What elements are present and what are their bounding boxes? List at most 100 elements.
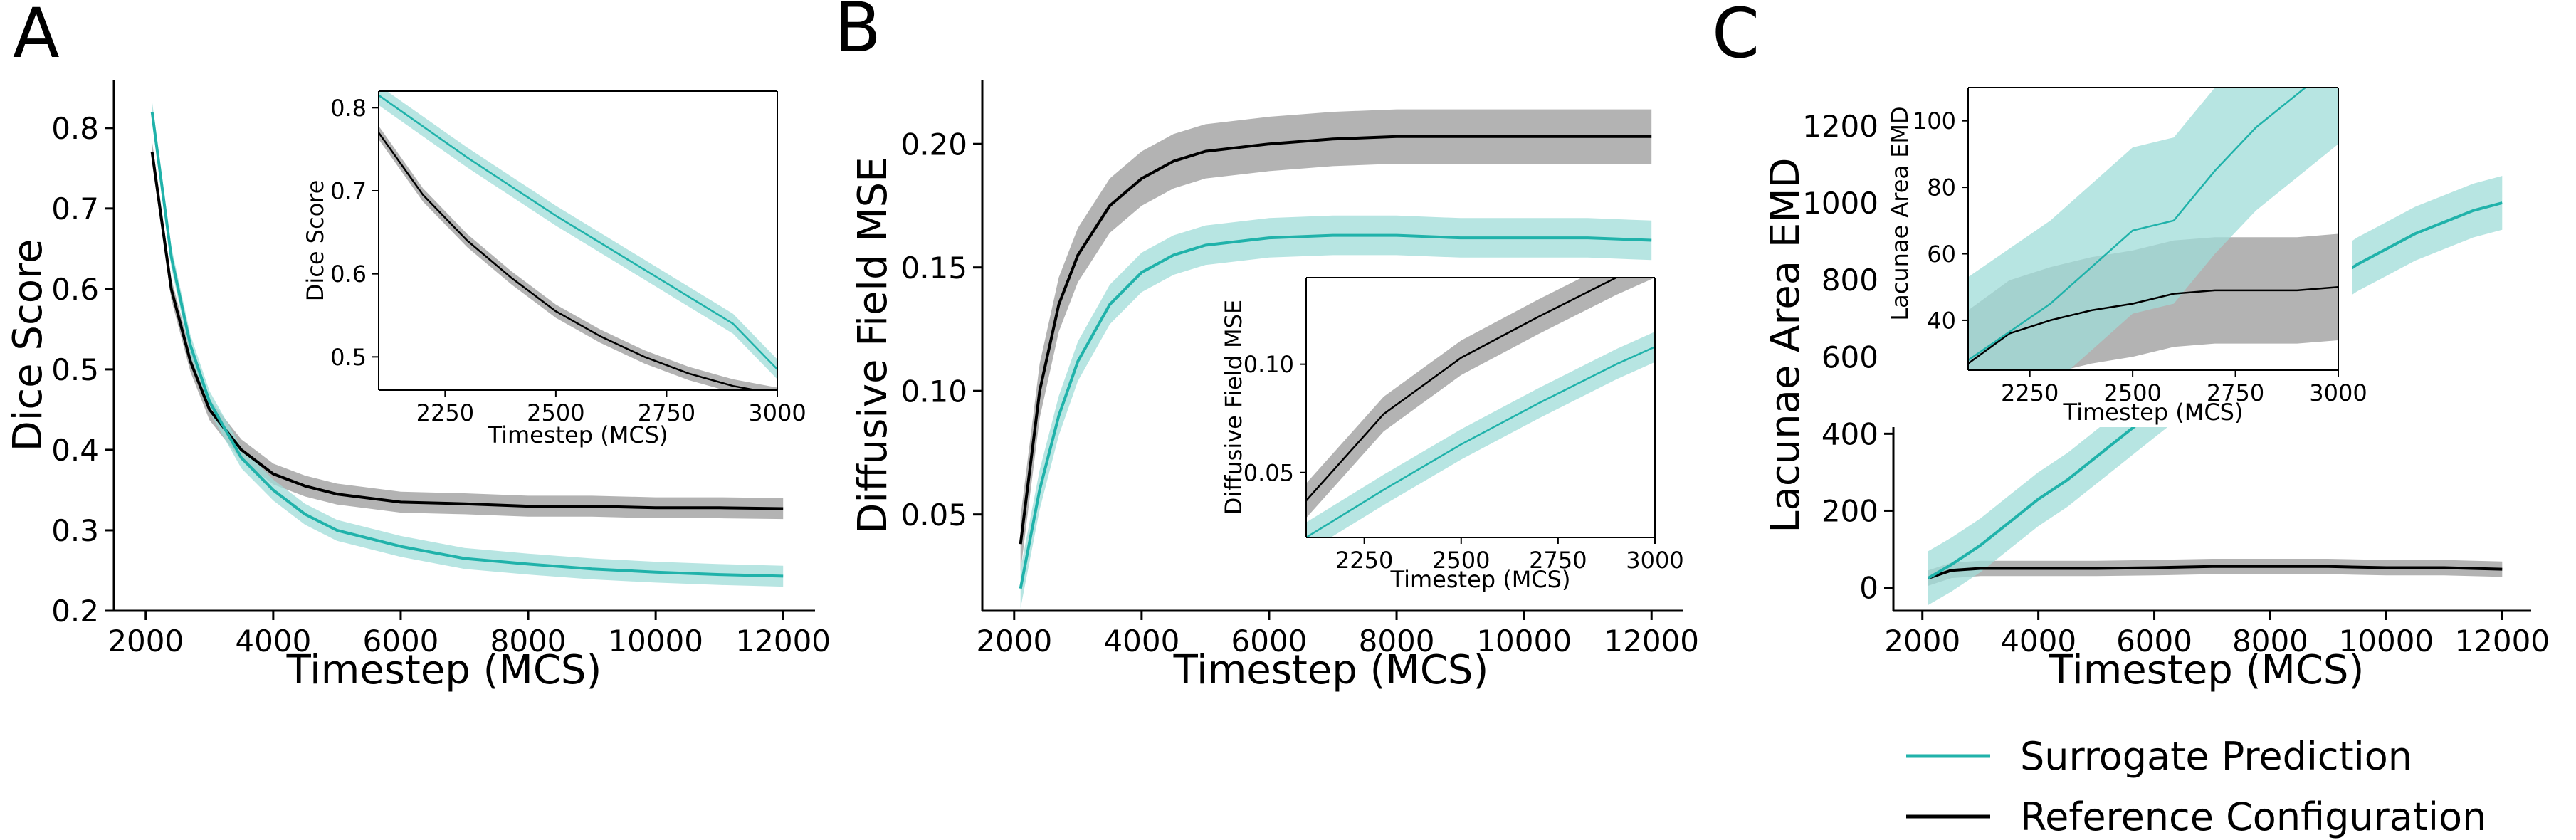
panel-b-inset-x-axis-label: Timestep (MCS)	[1390, 566, 1571, 593]
chart-panel-b: B 2000 4000 6000 8000 10000 12000 0.05 0.10 0.15…	[834, 0, 1699, 693]
panel-b-x-tick-label: 2000	[976, 624, 1052, 658]
panel-b-x-tick-label: 8000	[1359, 624, 1435, 658]
panel-b-inset-y-tick-label: 0.05	[1244, 459, 1294, 486]
panel-c-inset-reference-line	[1968, 285, 2338, 364]
panel-b-inset-surrogate-line	[1306, 346, 1655, 537]
legend-label-surrogate: Surrogate Prediction	[2020, 734, 2412, 779]
panel-b-x-axis-label: Timestep (MCS)	[1173, 647, 1489, 693]
chart-panel-a: A 2000 4000 6000 8000 10000 12000 0.2 0.3 0.4 0.5…	[5, 0, 831, 693]
panel-b-inset-y-tick-label: 0.10	[1244, 351, 1294, 378]
panel-b-inset-x-tick-label: 3000	[1626, 547, 1683, 574]
panel-c-y-tick-label: 400	[1821, 416, 1878, 451]
panel-c-inset-y-axis-label: Lacunae Area EMD	[1886, 106, 1913, 320]
panel-c-inset-surrogate-line	[1968, 88, 2307, 362]
panel-a-x-tick-label: 10000	[608, 624, 703, 658]
panel-a-inset-y-tick-label: 0.7	[330, 178, 367, 205]
panel-a-y-tick-label: 0.7	[51, 191, 99, 226]
panel-b-y-tick-label: 0.20	[900, 127, 967, 162]
panel-c-x-tick-label: 2000	[1884, 624, 1960, 658]
panel-c-inset-y-tick-label: 100	[1913, 107, 1956, 135]
panel-a-main-plot: 2000 4000 6000 8000 10000 12000 0.2 0.3 0.4 0.5 0.…	[51, 80, 831, 658]
panel-b-inset-x-tick-label: 2500	[1432, 547, 1490, 574]
panel-c-inset-x-tick-label: 2250	[2001, 379, 2059, 406]
panel-a-inset-x-tick-label: 2250	[416, 399, 474, 426]
panel-c-reference-band	[1928, 559, 2503, 586]
legend-label-reference: Reference Configuration	[2020, 794, 2486, 839]
panel-b-x-tick-label: 4000	[1103, 624, 1179, 658]
panel-a-inset-plot: 2250 2500 2750 3000 0.5 0.6 0.7 0.8	[330, 90, 806, 426]
panel-c-surrogate-band	[1928, 176, 2503, 605]
panel-c-inset-x-tick-label: 3000	[2309, 379, 2367, 406]
panel-a-reference-line	[150, 152, 784, 510]
panel-a-x-axis-label: Timestep (MCS)	[286, 647, 602, 693]
panel-c-inset-x-tick-label: 2750	[2207, 379, 2264, 406]
panel-a-inset-x-tick-label: 3000	[748, 399, 806, 426]
panel-c-reference-line	[1928, 565, 2503, 579]
panel-a-y-tick-label: 0.3	[51, 513, 99, 548]
panel-b-x-tick-label: 12000	[1604, 624, 1699, 658]
panel-c-x-tick-label: 12000	[2454, 624, 2550, 658]
panel-c-y-tick-label: 0	[1859, 571, 1878, 606]
panel-a-inset-reference-line	[379, 132, 760, 390]
panel-a-inset-y-tick-label: 0.8	[330, 95, 367, 122]
panel-b-reference-line	[1019, 135, 1652, 545]
panel-b-y-tick-label: 0.10	[900, 374, 967, 409]
panel-a-x-tick-label: 8000	[490, 624, 567, 658]
panel-c-y-tick-label: 1200	[1802, 109, 1878, 144]
panel-a-y-tick-label: 0.5	[51, 352, 99, 387]
panel-a-inset-surrogate-band	[379, 91, 777, 379]
panel-a-y-axis-label: Dice Score	[5, 239, 51, 452]
panel-c-inset-plot: 2250 2500 2750 3000 40 60 80 100	[1913, 87, 2367, 406]
panel-c-y-tick-label: 800	[1821, 263, 1878, 298]
panel-c-inset-y-tick-label: 60	[1927, 241, 1956, 268]
panel-a-y-tick-label: 0.6	[51, 272, 99, 307]
panel-a-inset-reference-band	[379, 126, 777, 390]
panel-c-inset-surrogate-band	[1968, 88, 2338, 370]
panel-c-inset-x-axis-label: Timestep (MCS)	[2063, 399, 2244, 426]
panel-b-inset-x-tick-label: 2750	[1529, 547, 1587, 574]
panel-a-inset-y-tick-label: 0.6	[330, 261, 367, 288]
panel-a-inset-x-tick-label: 2750	[638, 399, 695, 426]
panel-b-main-plot: 2000 4000 6000 8000 10000 12000 0.05 0.10 0.15 0.…	[900, 80, 1699, 658]
panel-a-x-tick-label: 6000	[363, 624, 439, 658]
legend: Surrogate Prediction Reference Configura…	[1906, 734, 2486, 839]
panel-a-x-tick-label: 4000	[235, 624, 311, 658]
panel-b-reference-band	[1020, 109, 1652, 572]
panel-a-inset-x-axis-label: Timestep (MCS)	[488, 421, 668, 448]
panel-b-x-tick-label: 6000	[1231, 624, 1308, 658]
panel-b-x-tick-label: 10000	[1476, 624, 1572, 658]
panel-a-x-tick-label: 12000	[735, 624, 831, 658]
panel-a-x-tick-label: 2000	[107, 624, 184, 658]
panel-c-x-tick-label: 8000	[2232, 624, 2308, 658]
panel-c-y-tick-label: 600	[1821, 340, 1878, 374]
panel-a-y-tick-label: 0.2	[51, 594, 99, 629]
panel-a-surrogate-line	[150, 111, 784, 578]
panel-b-inset-plot: 2250 2500 2750 3000 0.05 0.10	[1244, 277, 1684, 574]
panel-c-x-axis-label: Timestep (MCS)	[2049, 647, 2365, 693]
panel-c-y-axis-label: Lacunae Area EMD	[1762, 157, 1809, 532]
panel-b-surrogate-band	[1020, 215, 1652, 609]
panel-a-inset-y-axis-label: Dice Score	[302, 180, 329, 302]
panel-a-y-tick-label: 0.8	[51, 111, 99, 146]
panel-b-inset-reference-line	[1306, 278, 1619, 502]
panel-b-surrogate-line	[1019, 233, 1652, 589]
panel-b-y-tick-label: 0.15	[900, 251, 967, 285]
panel-b-inset-y-axis-label: Diffusive Field MSE	[1220, 300, 1247, 515]
panel-c-y-tick-label: 1000	[1802, 186, 1878, 221]
panel-a-inset-x-tick-label: 2500	[527, 399, 584, 426]
panel-c-main-plot: 2000 4000 6000 8000 10000 12000 0 200 400 600 800 1…	[1802, 80, 2550, 658]
chart-panel-c: C 2000 4000 6000 8000 10000 12000 0 200 400 600 80…	[1712, 0, 2550, 693]
panel-b-y-axis-label: Diffusive Field MSE	[850, 157, 896, 533]
panel-c-inset-y-tick-label: 40	[1927, 307, 1956, 334]
panel-c-y-tick-label: 200	[1821, 494, 1878, 529]
panel-c-x-tick-label: 10000	[2339, 624, 2434, 658]
panel-b-inset-x-tick-label: 2250	[1335, 547, 1393, 574]
panel-c-x-tick-label: 4000	[2000, 624, 2076, 658]
panel-c-x-tick-label: 6000	[2116, 624, 2192, 658]
panel-b-y-tick-label: 0.05	[900, 498, 967, 532]
panel-a-y-tick-label: 0.4	[51, 433, 99, 468]
panel-c-inset-y-tick-label: 80	[1927, 174, 1956, 201]
panel-letter-a: A	[13, 0, 60, 73]
panel-c-inset-x-tick-label: 2500	[2103, 379, 2161, 406]
